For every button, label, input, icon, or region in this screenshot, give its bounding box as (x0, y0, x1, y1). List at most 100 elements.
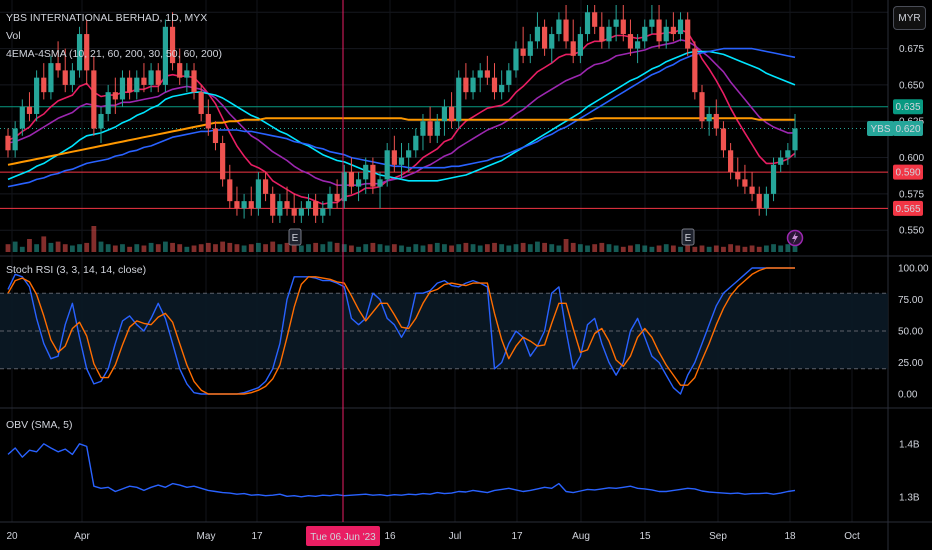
candle-body[interactable] (713, 113, 719, 129)
candle-body[interactable] (642, 26, 648, 42)
earnings-marker[interactable] (288, 228, 302, 246)
candle-body[interactable] (191, 70, 197, 93)
candle-body[interactable] (427, 121, 433, 136)
candle-body[interactable] (255, 179, 262, 209)
candle-body[interactable] (656, 19, 662, 42)
candle-body[interactable] (284, 201, 290, 209)
candle-body[interactable] (627, 34, 634, 49)
candle-body[interactable] (19, 106, 25, 129)
candle-body[interactable] (84, 34, 90, 71)
candle-body[interactable] (298, 208, 304, 216)
candle-body[interactable] (41, 77, 47, 93)
candle-body[interactable] (699, 92, 705, 122)
candle-body[interactable] (62, 70, 68, 85)
candle-body[interactable] (26, 106, 33, 114)
candle-body[interactable] (749, 186, 755, 194)
stoch-rsi-pane[interactable] (0, 267, 888, 395)
candle-body[interactable] (227, 179, 233, 202)
candle-body[interactable] (334, 193, 340, 202)
candle-body[interactable] (785, 150, 791, 158)
candle-body[interactable] (69, 70, 75, 85)
candle-body[interactable] (527, 41, 533, 56)
candle-body[interactable] (434, 121, 440, 136)
candle-body[interactable] (391, 150, 397, 165)
candle-body[interactable] (570, 41, 576, 56)
candle-body[interactable] (742, 179, 748, 187)
candle-body[interactable] (262, 179, 269, 194)
candle-body[interactable] (620, 19, 626, 35)
candle-body[interactable] (98, 113, 104, 129)
candle-body[interactable] (12, 128, 18, 151)
candle-body[interactable] (341, 172, 347, 202)
candle-body[interactable] (477, 70, 483, 78)
candle-body[interactable] (635, 41, 641, 49)
candle-body[interactable] (198, 92, 204, 114)
candle-body[interactable] (413, 135, 419, 151)
candle-body[interactable] (305, 201, 312, 209)
candle-body[interactable] (470, 77, 476, 93)
candle-body[interactable] (5, 135, 11, 151)
candle-body[interactable] (234, 201, 240, 209)
candle-body[interactable] (241, 201, 247, 209)
candle-body[interactable] (177, 63, 183, 78)
candle-body[interactable] (277, 201, 283, 216)
candle-body[interactable] (155, 70, 161, 85)
candle-body[interactable] (406, 150, 412, 158)
candle-body[interactable] (119, 77, 126, 100)
candle-body[interactable] (320, 208, 326, 216)
candle-body[interactable] (348, 172, 355, 187)
candle-body[interactable] (692, 48, 698, 93)
candle-body[interactable] (484, 70, 490, 78)
candle-body[interactable] (448, 106, 455, 122)
candle-body[interactable] (770, 164, 777, 194)
obv-line[interactable] (7, 443, 796, 498)
candle-body[interactable] (706, 113, 712, 122)
candle-body[interactable] (248, 201, 254, 209)
candle-body[interactable] (220, 143, 226, 180)
candle-body[interactable] (556, 19, 562, 35)
candle-body[interactable] (792, 128, 798, 151)
candle-body[interactable] (456, 77, 462, 122)
candle-body[interactable] (270, 193, 276, 216)
candle-body[interactable] (48, 63, 54, 93)
candle-body[interactable] (592, 12, 598, 27)
candle-body[interactable] (134, 77, 140, 93)
candle-body[interactable] (778, 157, 784, 165)
candle-body[interactable] (127, 77, 133, 93)
candle-body[interactable] (491, 77, 498, 93)
candle-body[interactable] (670, 26, 676, 35)
candle-body[interactable] (355, 179, 362, 187)
earnings-marker[interactable] (681, 228, 695, 246)
candle-body[interactable] (613, 19, 619, 27)
candle-body[interactable] (513, 48, 519, 71)
candle-body[interactable] (763, 193, 769, 209)
stoch-k-line[interactable] (7, 267, 795, 395)
stoch-d-line[interactable] (7, 267, 795, 395)
candle-body[interactable] (398, 157, 405, 165)
candle-body[interactable] (162, 26, 168, 85)
candle-body[interactable] (291, 208, 297, 216)
obv-pane[interactable] (7, 443, 796, 498)
candle-body[interactable] (506, 70, 512, 85)
candle-body[interactable] (105, 92, 111, 114)
candle-body[interactable] (685, 19, 691, 49)
candle-body[interactable] (720, 128, 727, 151)
candle-body[interactable] (205, 113, 211, 129)
candle-body[interactable] (577, 34, 583, 56)
candle-body[interactable] (606, 26, 612, 42)
candle-body[interactable] (34, 77, 40, 114)
candle-body[interactable] (441, 106, 448, 122)
candle-body[interactable] (584, 12, 591, 35)
candle-body[interactable] (384, 150, 390, 180)
candle-body[interactable] (55, 63, 61, 71)
candle-body[interactable] (363, 164, 369, 180)
candle-body[interactable] (541, 26, 548, 49)
candle-body[interactable] (728, 150, 734, 173)
candle-body[interactable] (463, 77, 469, 93)
candle-body[interactable] (599, 26, 605, 42)
candle-body[interactable] (677, 19, 684, 35)
candle-body[interactable] (420, 121, 426, 136)
candle-body[interactable] (563, 19, 569, 42)
candle-body[interactable] (91, 70, 97, 129)
